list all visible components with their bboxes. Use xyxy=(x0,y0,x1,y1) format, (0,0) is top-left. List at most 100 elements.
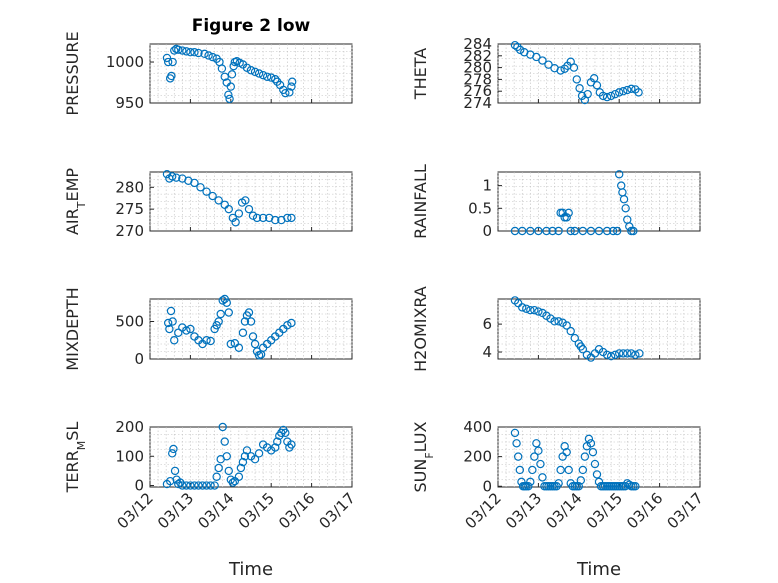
data-point xyxy=(524,482,533,491)
data-point xyxy=(623,85,632,95)
data-point xyxy=(222,298,231,307)
y-axis-label: AIRTEMP xyxy=(63,168,88,235)
x-axis-label: Time xyxy=(228,559,273,580)
data-point xyxy=(542,226,551,236)
data-point xyxy=(598,91,608,101)
data-point xyxy=(584,434,594,444)
data-point xyxy=(634,88,643,97)
x-tick-label: 03/12 xyxy=(462,489,505,532)
data-point xyxy=(285,88,294,97)
y-tick-label: 280 xyxy=(115,178,144,196)
data-point xyxy=(544,60,553,69)
x-tick-label: 03/16 xyxy=(623,489,666,532)
data-point xyxy=(631,482,640,491)
data-point xyxy=(572,75,581,84)
data-point xyxy=(610,350,620,360)
data-point xyxy=(190,47,199,57)
data-point xyxy=(574,482,584,491)
series-markers xyxy=(510,170,638,236)
data-point xyxy=(615,88,624,97)
data-point xyxy=(287,82,296,91)
data-point xyxy=(248,211,258,220)
data-point xyxy=(172,173,181,182)
y-tick-label: 6 xyxy=(482,315,492,333)
data-point xyxy=(271,75,280,84)
data-point xyxy=(528,465,537,475)
data-point xyxy=(218,296,227,305)
data-point xyxy=(174,45,183,54)
data-point xyxy=(615,170,624,179)
data-point xyxy=(174,479,183,489)
data-point xyxy=(210,481,219,490)
series-markers xyxy=(510,40,643,105)
data-point xyxy=(578,465,588,475)
y-tick-label: 1000 xyxy=(106,53,144,71)
data-point xyxy=(162,53,172,63)
data-point xyxy=(526,477,535,487)
data-point xyxy=(619,195,629,204)
y-axis-label: THETA xyxy=(411,48,430,100)
data-point xyxy=(576,476,586,485)
data-point xyxy=(287,440,296,449)
data-point xyxy=(518,226,527,236)
data-point xyxy=(612,226,622,236)
data-point xyxy=(288,77,297,86)
data-point xyxy=(167,71,176,81)
y-tick-label: 275 xyxy=(115,200,144,218)
data-point xyxy=(534,307,543,316)
data-point xyxy=(228,478,238,487)
data-point xyxy=(196,183,205,192)
data-point xyxy=(234,209,244,218)
y-axis-label: TERRMSL xyxy=(63,422,88,494)
data-point xyxy=(273,437,282,446)
data-point xyxy=(222,452,231,461)
y-tick-label: 280 xyxy=(463,59,492,77)
data-point xyxy=(234,343,244,352)
data-point xyxy=(602,92,612,102)
series-markers xyxy=(162,422,296,490)
data-point xyxy=(198,481,207,490)
y-tick-label: 100 xyxy=(115,447,144,465)
data-point xyxy=(554,479,563,488)
data-point xyxy=(162,169,172,179)
data-point xyxy=(258,70,268,80)
data-point xyxy=(224,308,233,317)
data-point xyxy=(178,46,187,55)
data-point xyxy=(564,465,573,475)
y-tick-label: 200 xyxy=(463,448,492,466)
data-point xyxy=(566,226,575,236)
data-point xyxy=(532,439,541,448)
data-point xyxy=(515,465,525,475)
data-point xyxy=(190,178,199,188)
data-point xyxy=(287,318,296,328)
x-tick-label: 03/14 xyxy=(542,489,585,532)
data-point xyxy=(281,88,290,98)
y-axis-label: H2OMIXRA xyxy=(411,286,430,372)
data-point xyxy=(250,67,260,77)
data-point xyxy=(530,305,539,315)
y-tick-label: 0.5 xyxy=(468,199,492,217)
data-point xyxy=(608,226,618,236)
data-point xyxy=(262,72,272,81)
data-point xyxy=(168,172,177,181)
data-point xyxy=(240,452,250,461)
y-tick-label: 282 xyxy=(463,47,492,65)
data-point xyxy=(586,226,596,236)
data-point xyxy=(554,317,563,326)
data-point xyxy=(627,349,636,358)
data-point xyxy=(178,481,187,490)
data-point xyxy=(202,336,211,345)
data-point xyxy=(254,449,264,458)
data-point xyxy=(577,91,587,101)
data-point xyxy=(538,56,547,65)
data-point xyxy=(224,204,233,214)
data-point xyxy=(602,226,612,236)
data-point xyxy=(635,349,644,358)
data-point xyxy=(225,94,234,104)
x-tick-label: 03/14 xyxy=(194,489,237,532)
y-tick-label: 1 xyxy=(482,177,492,195)
data-point xyxy=(244,204,254,214)
y-tick-label: 0 xyxy=(134,477,144,495)
